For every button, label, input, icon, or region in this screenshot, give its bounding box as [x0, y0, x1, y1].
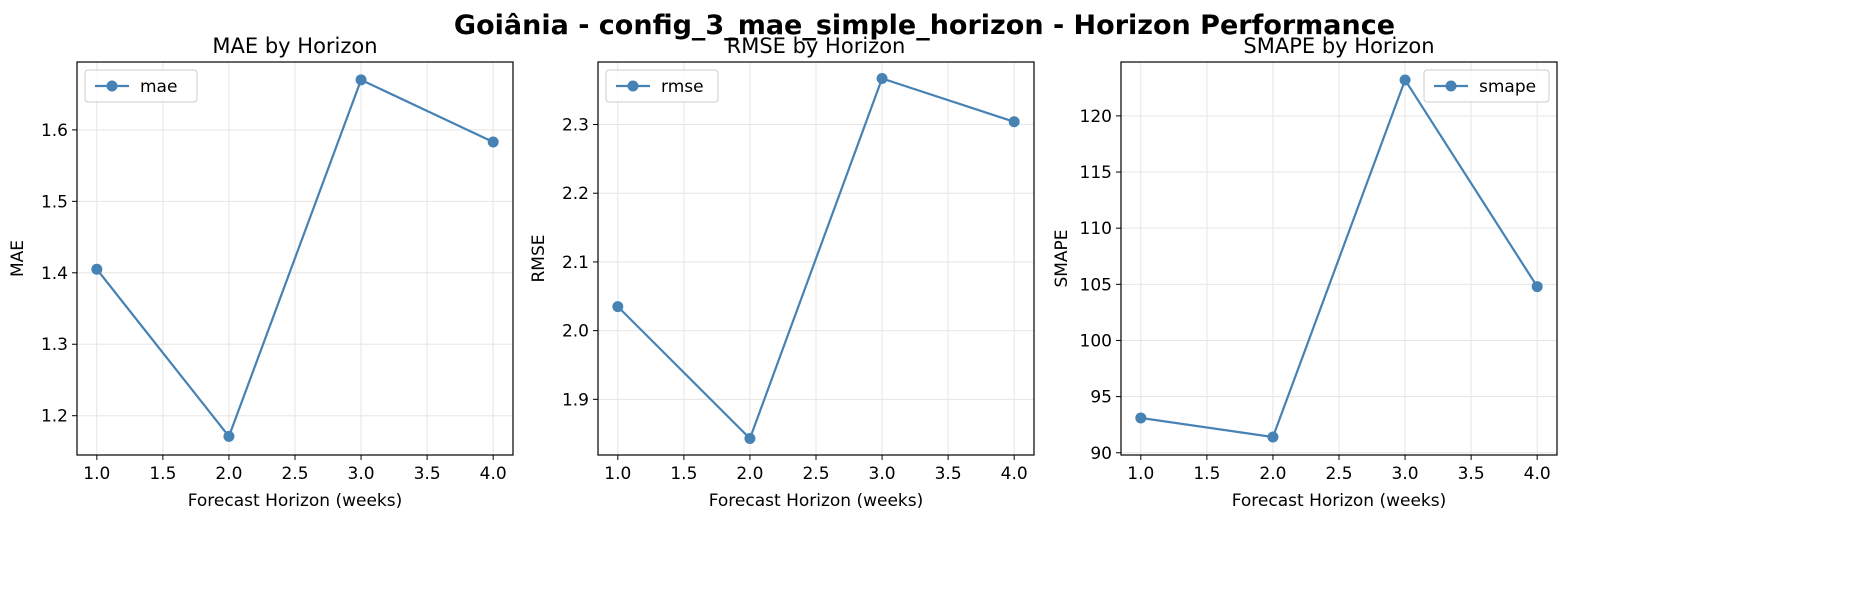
- plot-3-x-tick-label-4: 3.0: [1392, 464, 1419, 484]
- plot-2-data-point-1: [612, 301, 624, 313]
- plot-3-legend-marker: [1445, 80, 1457, 92]
- plot-3-y-tick-label-2: 100: [1080, 331, 1112, 351]
- plot-3-y-tick-label-5: 115: [1080, 163, 1112, 183]
- plot-3-x-tick-label-6: 4.0: [1524, 464, 1551, 484]
- plot-3-data-point-2: [1267, 431, 1279, 443]
- plot-2-x-tick-label-0: 1.0: [604, 464, 631, 484]
- plot-2-x-tick-label-1: 1.5: [670, 464, 697, 484]
- plot-1-y-tick-label-4: 1.6: [41, 121, 68, 141]
- plot-2-title: RMSE by Horizon: [727, 34, 906, 58]
- plot-2-y-tick-label-3: 2.2: [562, 184, 589, 204]
- plot-3-y-tick-label-3: 105: [1080, 275, 1112, 295]
- plot-1-legend-box: [84, 69, 198, 103]
- plot-2-y-tick-label-1: 2.0: [562, 322, 589, 342]
- plot-3-y-tick-label-0: 90: [1090, 444, 1112, 464]
- plot-1-x-tick-label-3: 2.5: [281, 464, 308, 484]
- plot-3-x-tick-label-0: 1.0: [1127, 464, 1154, 484]
- plot-1-x-tick-label-0: 1.0: [83, 464, 110, 484]
- plot-3-x-axis-label: Forecast Horizon (weeks): [1232, 491, 1447, 511]
- plot-1-x-axis-label: Forecast Horizon (weeks): [188, 491, 403, 511]
- plot-2-x-tick-label-6: 4.0: [1001, 464, 1028, 484]
- plot-3-title: SMAPE by Horizon: [1243, 34, 1434, 58]
- plot-3-x-tick-label-5: 3.5: [1458, 464, 1485, 484]
- plot-2-x-tick-label-3: 2.5: [802, 464, 829, 484]
- figure-title: Goiânia - config_3_mae_simple_horizon - …: [453, 10, 1396, 41]
- plot-1-legend-marker: [106, 80, 118, 92]
- plot-2-data-point-4: [1008, 116, 1020, 128]
- plot-1-y-tick-label-3: 1.5: [41, 192, 68, 212]
- plot-2-x-tick-label-4: 3.0: [869, 464, 896, 484]
- plot-2-y-tick-label-4: 2.3: [562, 116, 589, 136]
- plot-1-x-tick-label-4: 3.0: [348, 464, 375, 484]
- plot-3-y-axis-label: SMAPE: [1052, 229, 1072, 287]
- plot-3-x-tick-label-2: 2.0: [1259, 464, 1286, 484]
- plot-3-y-tick-label-4: 110: [1080, 219, 1112, 239]
- plot-1-x-tick-label-5: 3.5: [414, 464, 441, 484]
- plot-1-data-point-4: [487, 136, 499, 148]
- plot-1-y-tick-label-1: 1.3: [41, 335, 68, 355]
- plot-2-legend-label: rmse: [661, 77, 704, 97]
- plot-1-series-line-mae: [95, 78, 494, 439]
- plot-1-y-axis-label: MAE: [8, 240, 28, 277]
- plot-3-y-tick-label-6: 120: [1080, 107, 1112, 127]
- plot-1-x-tick-label-2: 2.0: [215, 464, 242, 484]
- plot-1-data-point-3: [355, 74, 367, 86]
- plot-3-legend-box: [1423, 69, 1550, 103]
- plot-1-y-tick-label-0: 1.2: [41, 407, 68, 427]
- plot-2-legend-marker: [627, 80, 639, 92]
- plot-3-x-tick-label-1: 1.5: [1193, 464, 1220, 484]
- plot-3-series-line-smape: [1140, 77, 1539, 439]
- plot-3-data-point-1: [1135, 412, 1147, 424]
- plot-2-x-tick-label-5: 3.5: [935, 464, 962, 484]
- plot-2-data-point-3: [876, 72, 888, 84]
- plot-3-legend-label: smape: [1479, 77, 1536, 97]
- plot-1-data-point-2: [223, 430, 235, 442]
- plot-2-y-tick-label-0: 1.9: [562, 390, 589, 410]
- plot-1-legend-label: mae: [140, 77, 177, 97]
- plot-2-x-axis-label: Forecast Horizon (weeks): [709, 491, 924, 511]
- plot-1-x-tick-label-1: 1.5: [149, 464, 176, 484]
- plot-1-title: MAE by Horizon: [212, 34, 377, 58]
- plot-2-data-point-2: [744, 433, 756, 445]
- plot-3-y-tick-label-1: 95: [1090, 388, 1112, 408]
- plot-2-y-tick-label-2: 2.1: [562, 253, 589, 273]
- plot-2-series-line-rmse: [617, 77, 1015, 441]
- plot-2-legend-box: [605, 69, 719, 103]
- plot-1-data-point-1: [91, 263, 103, 275]
- plot-1-y-tick-label-2: 1.4: [41, 264, 68, 284]
- plot-3-x-tick-label-3: 2.5: [1325, 464, 1352, 484]
- plot-3-data-point-3: [1399, 74, 1411, 86]
- plot-3-data-point-4: [1531, 281, 1543, 293]
- plot-2-y-axis-label: RMSE: [529, 234, 549, 282]
- plot-1-x-tick-label-6: 4.0: [480, 464, 507, 484]
- plot-2-x-tick-label-2: 2.0: [736, 464, 763, 484]
